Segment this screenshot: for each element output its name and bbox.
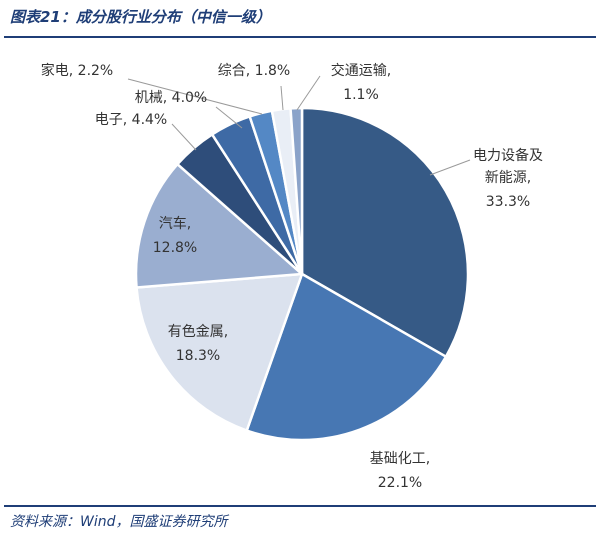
leader-line-6 (127, 78, 263, 115)
leader-line-4 (171, 123, 197, 151)
slice-s2-wedge (135, 272, 304, 432)
pie-slices (134, 106, 470, 442)
slice-label-7-line-0: 综合, 1.8% (218, 63, 290, 79)
slice-s0-wedge (300, 106, 470, 358)
slice-label-0-line-0: 电力设备及 (473, 147, 543, 164)
leader-line-7 (280, 85, 284, 111)
source-note: 资料来源：Wind，国盛证券研究所 (10, 514, 228, 530)
slice-label-0-line-2: 33.3% (486, 194, 530, 210)
leader-line-5 (215, 106, 243, 129)
slice-s8-wedge (289, 106, 304, 276)
slice-label-2-line-0: 有色金属, (168, 323, 228, 340)
slice-label-3-line-1: 12.8% (153, 240, 197, 256)
leader-lines (127, 75, 471, 176)
slice-label-0-line-1: 新能源, (485, 170, 531, 186)
leader-line-0 (429, 159, 471, 176)
slice-label-3-line-0: 汽车, (159, 215, 191, 232)
slice-label-1-line-1: 22.1% (378, 475, 422, 491)
figure-title: 图表21：成分股行业分布（中信一级） (10, 8, 271, 26)
slice-label-8-line-1: 1.1% (343, 87, 379, 103)
leader-line-8 (296, 75, 321, 111)
slice-label-4-line-0: 电子, 4.4% (95, 112, 167, 128)
slice-label-8-line-0: 交通运输, (331, 62, 391, 79)
slice-s3-wedge (134, 162, 304, 289)
slice-s1-wedge (245, 272, 448, 442)
slice-label-2-line-1: 18.3% (176, 348, 220, 364)
title-rule (4, 36, 596, 38)
source-rule (4, 505, 596, 507)
slice-label-6-line-0: 家电, 2.2% (41, 62, 113, 79)
slice-label-5-line-0: 机械, 4.0% (135, 90, 207, 106)
slice-label-1-line-0: 基础化工, (370, 450, 430, 467)
